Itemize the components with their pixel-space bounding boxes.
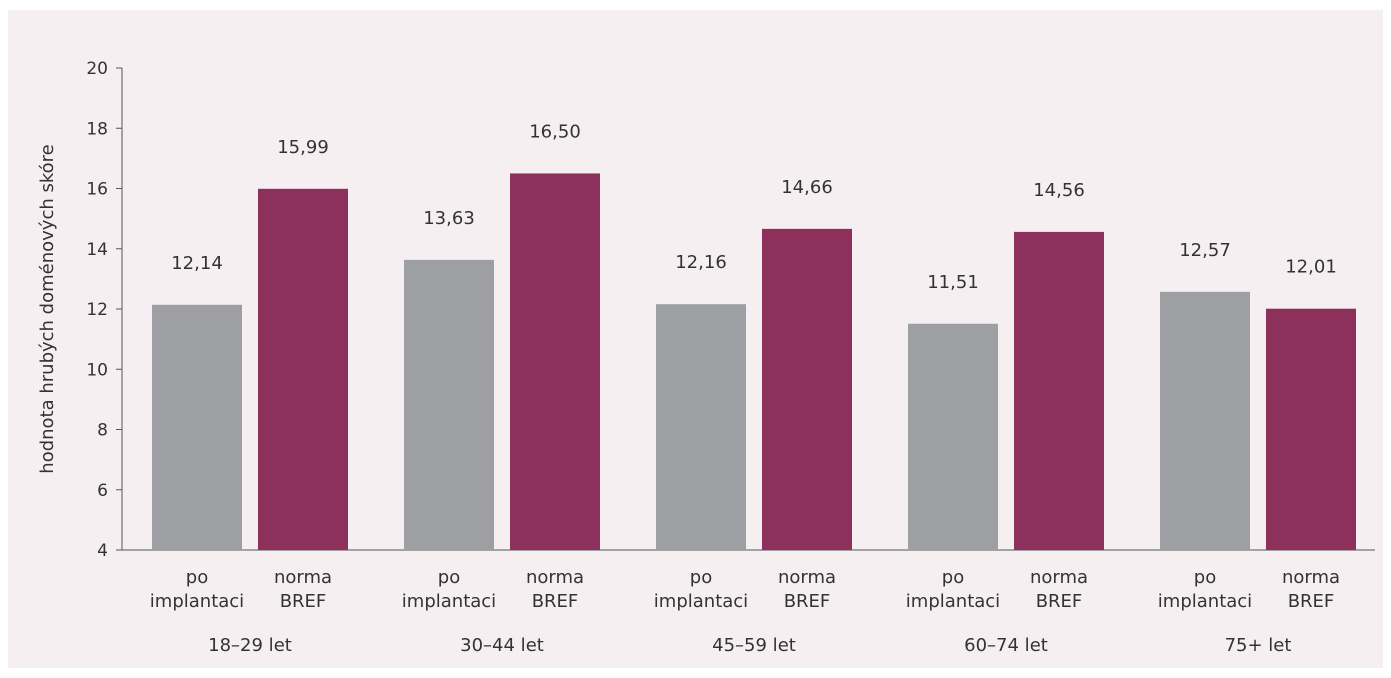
bar-category-label: implantaci (654, 591, 748, 612)
bar (656, 304, 746, 550)
y-tick-label: 4 (97, 541, 108, 561)
bar-category-label: norma (526, 567, 584, 588)
data-label: 16,50 (529, 121, 581, 142)
y-tick-label: 14 (86, 240, 108, 260)
group-label: 60–74 let (964, 635, 1048, 656)
y-tick-label: 16 (86, 180, 108, 200)
y-tick-label: 10 (86, 360, 108, 380)
bar-category-label: BREF (784, 591, 831, 612)
bar-category-label: implantaci (150, 591, 244, 612)
bar-category-label: norma (274, 567, 332, 588)
bar (1014, 231, 1104, 550)
y-tick-label: 20 (86, 59, 108, 79)
bar-category-label: po (438, 567, 460, 588)
bar-category-label: po (690, 567, 712, 588)
bar-category-label: norma (1282, 567, 1340, 588)
y-tick-label: 12 (86, 300, 108, 320)
bar (152, 304, 242, 550)
y-tick-label: 8 (97, 421, 108, 441)
group-label: 18–29 let (208, 635, 292, 656)
group-label: 45–59 let (712, 635, 796, 656)
bar-category-label: BREF (1288, 591, 1335, 612)
bar (762, 228, 852, 550)
data-label: 12,16 (675, 252, 727, 273)
group-label: 75+ let (1225, 635, 1292, 656)
bar-category-label: BREF (280, 591, 327, 612)
bar-category-label: implantaci (402, 591, 496, 612)
data-label: 12,14 (171, 253, 223, 274)
data-label: 14,66 (781, 177, 833, 198)
bar (908, 323, 998, 550)
bar (258, 188, 348, 550)
y-tick-label: 6 (97, 481, 108, 501)
bars (152, 173, 1356, 550)
bar-category-label: po (942, 567, 964, 588)
data-label: 15,99 (277, 137, 329, 158)
data-label: 12,01 (1285, 257, 1337, 278)
bar-category-label: implantaci (906, 591, 1000, 612)
bar-category-label: implantaci (1158, 591, 1252, 612)
bar (510, 173, 600, 550)
bar-category-label: BREF (532, 591, 579, 612)
bar-category-label: norma (778, 567, 836, 588)
bar (1266, 308, 1356, 550)
data-label: 14,56 (1033, 180, 1085, 201)
y-axis-title: hodnota hrubých doménových skóre (37, 144, 58, 473)
bar-category-label: BREF (1036, 591, 1083, 612)
group-label: 30–44 let (460, 635, 544, 656)
bar (1160, 291, 1250, 550)
data-label: 13,63 (423, 208, 475, 229)
y-axis: 4 6 8 10 12 14 16 18 20 (86, 59, 123, 561)
bar-category-label: norma (1030, 567, 1088, 588)
data-label: 11,51 (927, 272, 979, 293)
y-tick-label: 18 (86, 119, 108, 139)
data-label: 12,57 (1179, 240, 1231, 261)
bar-category-label: po (1194, 567, 1216, 588)
labels: 12,14 po implantaci 15,99 norma BREF 18–29 let… (150, 121, 1340, 656)
bar-category-label: po (186, 567, 208, 588)
bar (404, 259, 494, 550)
